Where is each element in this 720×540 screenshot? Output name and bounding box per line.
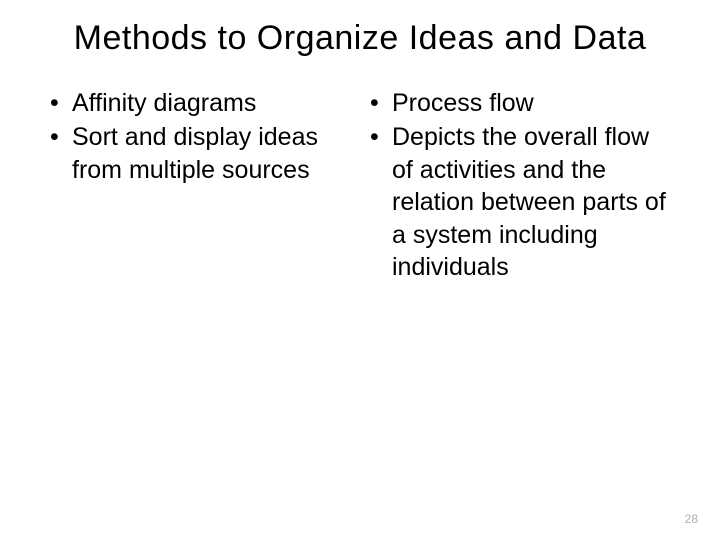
right-column: • Process flow • Depicts the overall flo… <box>368 87 672 286</box>
bullet-icon: • <box>48 121 72 186</box>
slide-container: Methods to Organize Ideas and Data • Aff… <box>0 0 720 540</box>
bullet-text: Sort and display ideas from multiple sou… <box>72 121 352 186</box>
bullet-icon: • <box>368 87 392 120</box>
list-item: • Depicts the overall flow of activities… <box>368 121 672 284</box>
bullet-icon: • <box>368 121 392 284</box>
list-item: • Process flow <box>368 87 672 120</box>
page-number: 28 <box>685 512 698 526</box>
list-item: • Sort and display ideas from multiple s… <box>48 121 352 186</box>
content-columns: • Affinity diagrams • Sort and display i… <box>48 87 672 286</box>
slide-title: Methods to Organize Ideas and Data <box>48 18 672 59</box>
bullet-text: Affinity diagrams <box>72 87 352 120</box>
bullet-text: Depicts the overall flow of activities a… <box>392 121 672 284</box>
bullet-icon: • <box>48 87 72 120</box>
left-column: • Affinity diagrams • Sort and display i… <box>48 87 352 286</box>
bullet-text: Process flow <box>392 87 672 120</box>
list-item: • Affinity diagrams <box>48 87 352 120</box>
